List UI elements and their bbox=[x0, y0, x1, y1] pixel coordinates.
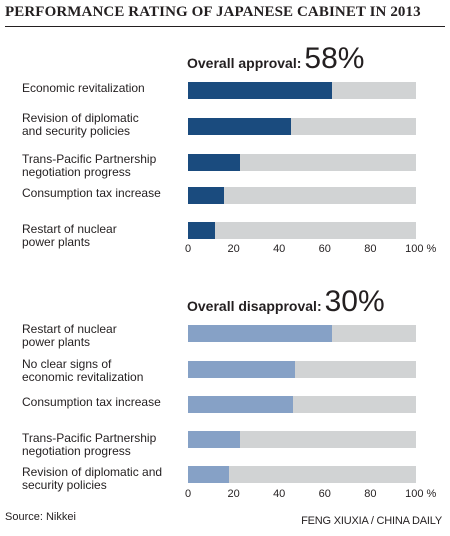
bar bbox=[188, 431, 241, 448]
x-tick-label: 60 bbox=[318, 243, 331, 255]
approval-headline-value: 58% bbox=[304, 42, 365, 75]
bar bbox=[188, 325, 332, 342]
x-tick-label: 20 bbox=[227, 243, 240, 255]
category-label: Economic revitalization bbox=[22, 81, 145, 95]
category-label: Revision of diplomatic and security poli… bbox=[22, 111, 139, 138]
x-tick-label: 40 bbox=[273, 488, 286, 500]
bar bbox=[188, 82, 332, 99]
x-tick-label: 0 bbox=[184, 243, 192, 255]
bar bbox=[188, 361, 296, 378]
title-rule bbox=[5, 26, 445, 27]
disapproval-headline-value: 30% bbox=[324, 285, 385, 318]
category-label: Consumption tax increase bbox=[22, 186, 161, 200]
x-tick-label: 40 bbox=[273, 243, 286, 255]
bar-track bbox=[188, 431, 416, 448]
x-tick-label: 100 % bbox=[405, 243, 437, 255]
bar-track bbox=[188, 187, 416, 204]
bar-track bbox=[188, 325, 416, 342]
bar bbox=[188, 187, 225, 204]
category-label: Trans-Pacific Partnership negotiation pr… bbox=[22, 431, 157, 458]
approval-headline: Overall approval: 58% bbox=[187, 42, 364, 76]
disapproval-headline-label: Overall disapproval: bbox=[187, 298, 322, 314]
x-tick-label: 60 bbox=[318, 488, 331, 500]
bar bbox=[188, 396, 293, 413]
disapproval-headline: Overall disapproval: 30% bbox=[187, 285, 385, 319]
x-tick-label: 80 bbox=[364, 243, 377, 255]
bar-track bbox=[188, 466, 416, 483]
x-tick-label: 20 bbox=[227, 488, 240, 500]
category-label: Restart of nuclear power plants bbox=[22, 222, 117, 249]
x-tick-label: 0 bbox=[184, 488, 192, 500]
approval-headline-label: Overall approval: bbox=[187, 55, 302, 71]
x-tick-label: 100 % bbox=[405, 488, 437, 500]
chart-title: PERFORMANCE RATING OF JAPANESE CABINET I… bbox=[5, 4, 421, 20]
bar-track bbox=[188, 82, 416, 99]
category-label: Revision of diplomatic and security poli… bbox=[22, 465, 163, 492]
bar bbox=[188, 118, 291, 135]
bar-track bbox=[188, 361, 416, 378]
bar-track bbox=[188, 154, 416, 171]
bar-track bbox=[188, 118, 416, 135]
category-label: Consumption tax increase bbox=[22, 395, 161, 409]
bar bbox=[188, 466, 230, 483]
category-label: Trans-Pacific Partnership negotiation pr… bbox=[22, 152, 157, 179]
x-tick-label: 80 bbox=[364, 488, 377, 500]
graphic-credit: FENG XIUXIA / CHINA DAILY bbox=[301, 515, 442, 527]
bar bbox=[188, 154, 241, 171]
category-label: No clear signs of economic revitalizatio… bbox=[22, 357, 144, 384]
category-label: Restart of nuclear power plants bbox=[22, 322, 117, 349]
source-note: Source: Nikkei bbox=[5, 511, 76, 523]
bar-track bbox=[188, 396, 416, 413]
bar bbox=[188, 222, 216, 239]
bar-track bbox=[188, 222, 416, 239]
approval-panel: Overall approval: 58% Economic revitaliza… bbox=[22, 42, 437, 255]
